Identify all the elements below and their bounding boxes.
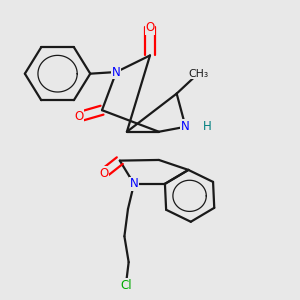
Text: O: O [146,21,154,34]
Text: O: O [99,167,108,180]
Text: N: N [130,177,138,190]
Text: CH₃: CH₃ [188,69,208,79]
Text: N: N [112,65,121,79]
Text: H: H [203,120,212,133]
Text: O: O [74,110,83,123]
Text: Cl: Cl [120,279,132,292]
Text: N: N [181,120,190,133]
